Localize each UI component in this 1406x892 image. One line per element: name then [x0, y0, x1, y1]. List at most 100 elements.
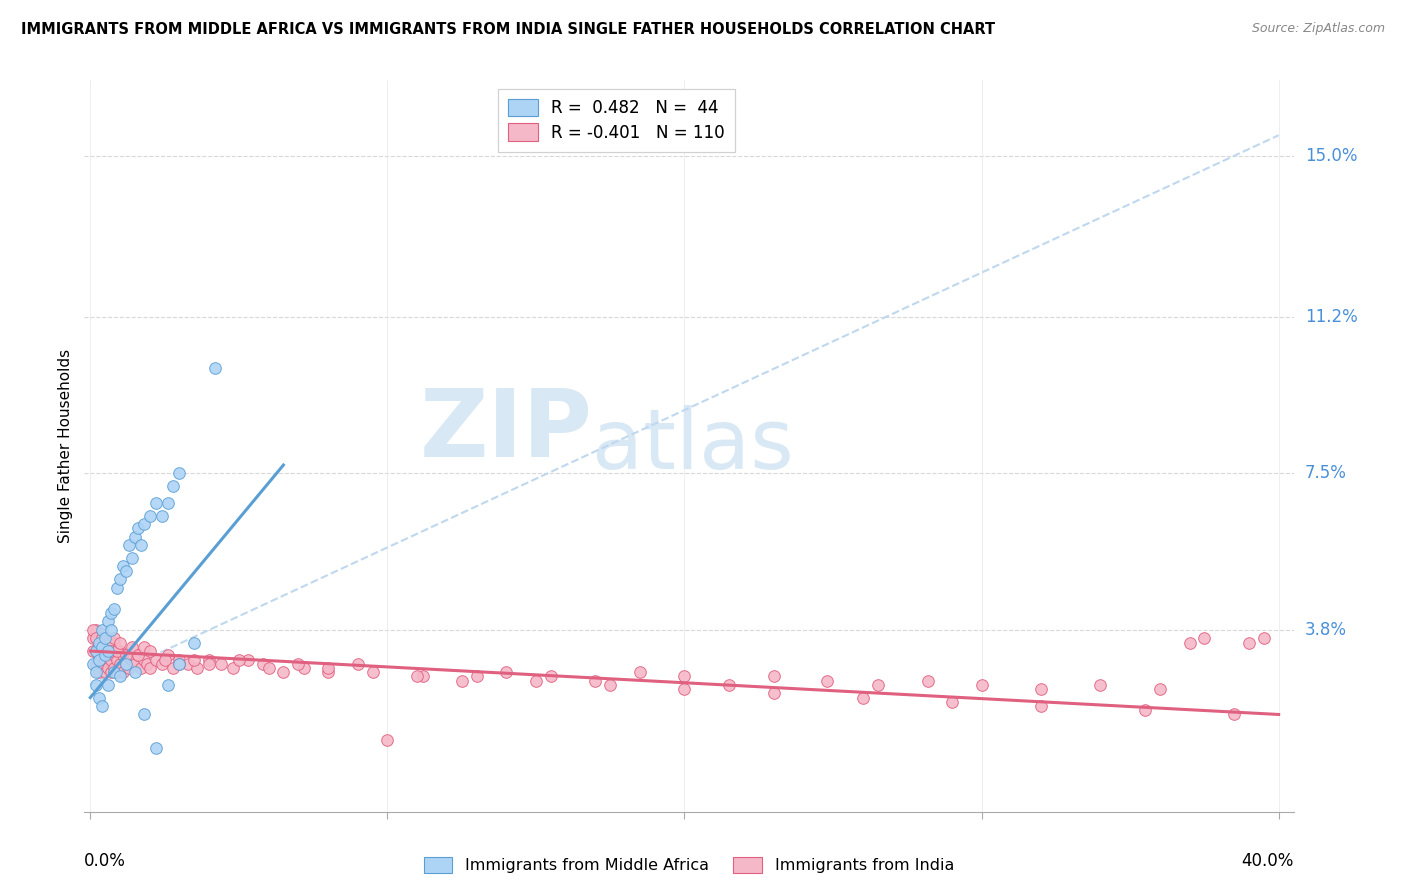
Point [89, 640, 111, 654]
Point [91, 632, 114, 646]
Point [177, 657, 200, 671]
Point [132, 652, 155, 666]
Legend: R =  0.482   N =  44, R = -0.401   N = 110: R = 0.482 N = 44, R = -0.401 N = 110 [498, 88, 735, 152]
Point [412, 669, 434, 683]
Text: 15.0%: 15.0% [1305, 147, 1357, 165]
Point [222, 661, 245, 675]
Point [162, 479, 184, 493]
Point [108, 657, 131, 671]
Point [673, 682, 696, 697]
Point [1133, 703, 1156, 717]
Point [89, 648, 111, 663]
Point [84, 644, 107, 658]
Point [815, 673, 838, 688]
Point [103, 661, 125, 675]
Point [94, 648, 117, 663]
Point [970, 678, 993, 692]
Point [100, 606, 122, 620]
Point [145, 652, 167, 666]
Point [82, 623, 104, 637]
Point [97, 678, 120, 692]
Point [97, 632, 120, 646]
Point [103, 632, 125, 646]
Point [183, 652, 205, 666]
Point [127, 521, 149, 535]
Point [115, 648, 138, 663]
Point [628, 665, 651, 680]
Point [135, 657, 157, 671]
Point [91, 657, 114, 671]
Point [121, 652, 143, 666]
Point [84, 678, 107, 692]
Point [145, 496, 167, 510]
Point [84, 657, 107, 671]
Point [866, 678, 889, 692]
Point [82, 657, 104, 671]
Point [103, 665, 125, 680]
Point [97, 635, 120, 649]
Point [156, 678, 179, 692]
Point [82, 644, 104, 658]
Point [91, 627, 114, 641]
Point [228, 652, 250, 666]
Text: Source: ZipAtlas.com: Source: ZipAtlas.com [1251, 22, 1385, 36]
Point [100, 665, 122, 680]
Point [84, 632, 107, 646]
Point [91, 699, 114, 714]
Point [100, 644, 122, 658]
Point [169, 657, 191, 671]
Point [1194, 632, 1216, 646]
Text: IMMIGRANTS FROM MIDDLE AFRICA VS IMMIGRANTS FROM INDIA SINGLE FATHER HOUSEHOLDS : IMMIGRANTS FROM MIDDLE AFRICA VS IMMIGRA… [21, 22, 995, 37]
Point [138, 644, 160, 658]
Point [111, 559, 134, 574]
Point [673, 669, 696, 683]
Point [150, 508, 173, 523]
Point [105, 644, 128, 658]
Point [89, 632, 111, 646]
Point [118, 538, 141, 552]
Point [118, 661, 141, 675]
Point [124, 657, 146, 671]
Point [540, 669, 562, 683]
Point [292, 661, 315, 675]
Point [97, 615, 120, 629]
Point [94, 652, 117, 666]
Point [108, 572, 131, 586]
Point [150, 657, 173, 671]
Text: atlas: atlas [592, 406, 794, 486]
Point [138, 661, 160, 675]
Point [273, 665, 295, 680]
Point [1178, 635, 1201, 649]
Point [108, 644, 131, 658]
Point [599, 678, 621, 692]
Point [124, 665, 146, 680]
Point [183, 635, 205, 649]
Point [583, 673, 606, 688]
Point [1029, 699, 1052, 714]
Point [89, 652, 111, 666]
Point [169, 652, 191, 666]
Point [105, 581, 128, 595]
Point [495, 665, 517, 680]
Point [138, 508, 160, 523]
Point [115, 564, 138, 578]
Point [127, 648, 149, 663]
Point [852, 690, 875, 705]
Point [105, 652, 128, 666]
Point [198, 657, 221, 671]
Point [1090, 678, 1112, 692]
Point [941, 695, 963, 709]
Point [94, 665, 117, 680]
Point [257, 661, 280, 675]
Point [108, 635, 131, 649]
Point [1223, 707, 1246, 722]
Point [103, 635, 125, 649]
Text: 40.0%: 40.0% [1241, 852, 1294, 870]
Point [252, 657, 274, 671]
Text: 11.2%: 11.2% [1305, 308, 1357, 326]
Point [103, 648, 125, 663]
Point [84, 665, 107, 680]
Point [450, 673, 472, 688]
Point [84, 623, 107, 637]
Point [111, 648, 134, 663]
